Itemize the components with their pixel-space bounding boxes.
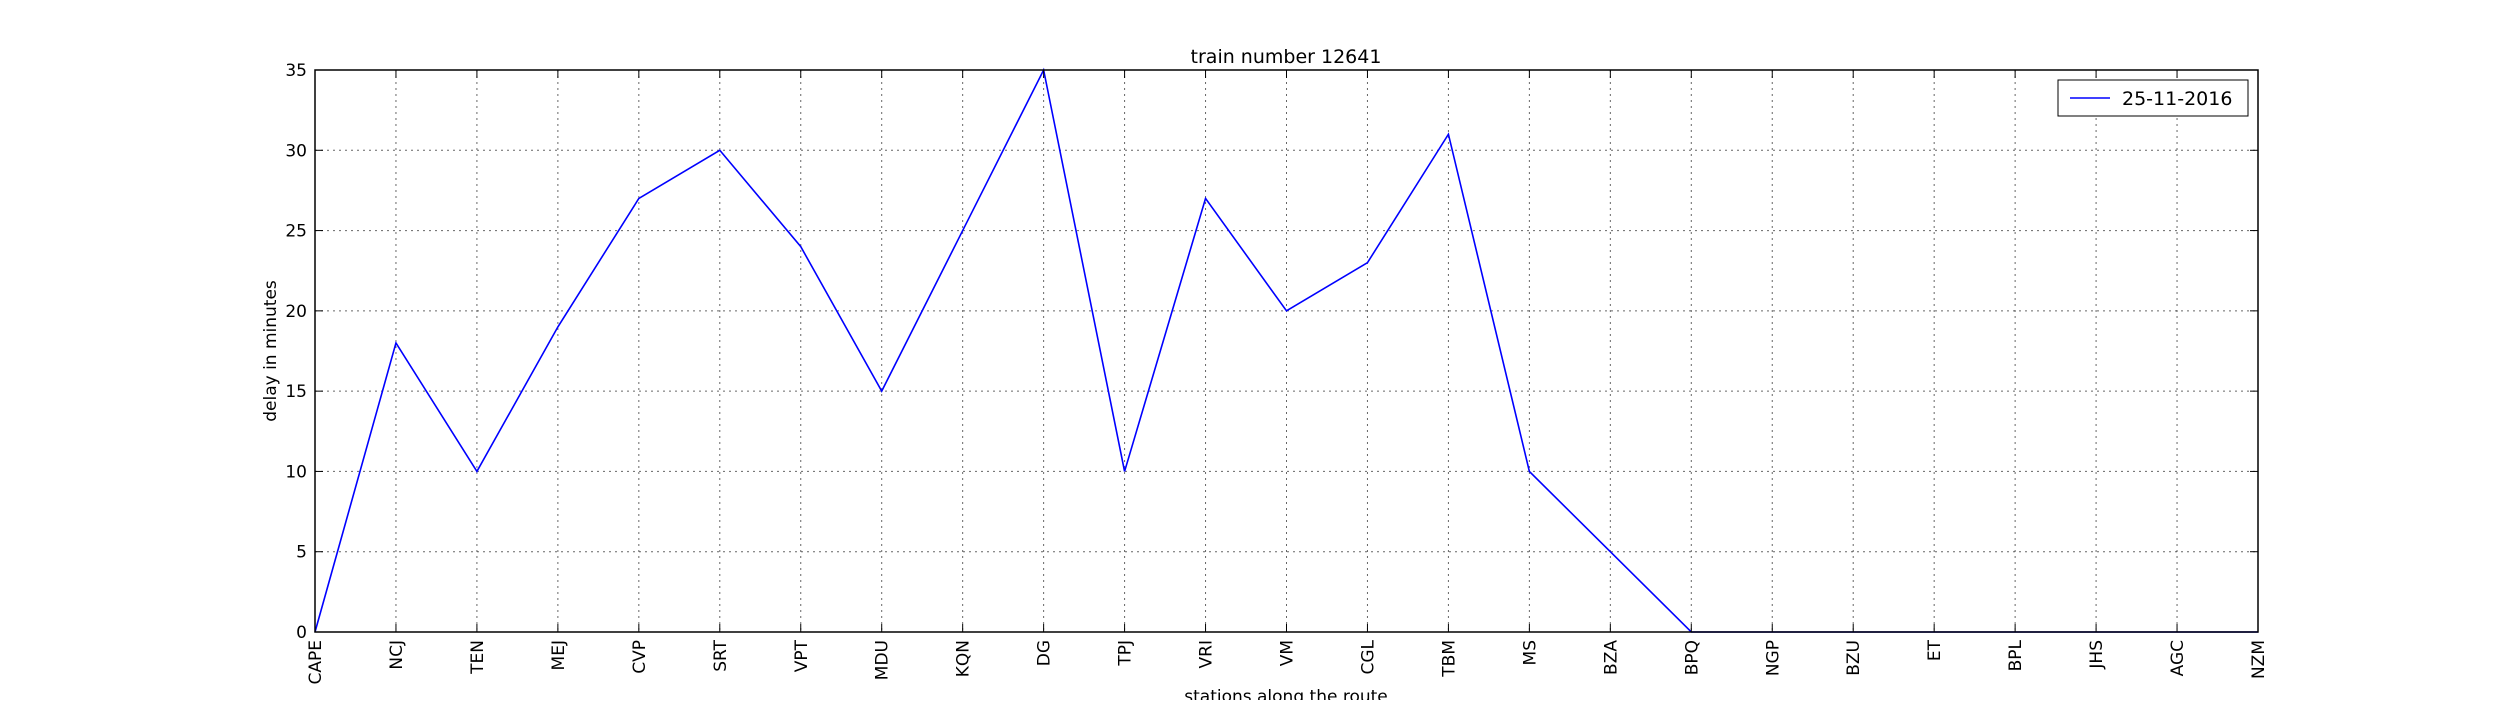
y-tick-label: 10: [285, 462, 307, 482]
y-tick-label: 5: [296, 543, 307, 563]
y-tick-label: 20: [285, 302, 307, 322]
y-tick-label: 15: [285, 382, 307, 402]
y-tick-label: 35: [285, 61, 307, 81]
x-tick-label: BZU: [1844, 640, 1864, 676]
y-tick-label: 25: [285, 222, 307, 242]
x-tick-label: NZM: [2249, 640, 2269, 679]
x-tick-label: NCJ: [387, 640, 407, 670]
x-tick-label: TPJ: [1116, 640, 1136, 667]
x-tick-label: NGP: [1763, 640, 1783, 676]
legend: 25-11-2016: [2057, 79, 2249, 117]
x-tick-label: TBM: [1439, 640, 1459, 678]
x-tick-label: CAPE: [306, 640, 326, 685]
y-tick-label: 0: [296, 623, 307, 643]
x-tick-label: VM: [1278, 640, 1298, 666]
x-tick-label: JHS: [2087, 640, 2107, 670]
x-tick-label: BPQ: [1682, 640, 1702, 675]
x-tick-label: CVP: [630, 640, 650, 674]
x-tick-label: TEN: [468, 640, 488, 675]
x-tick-label: VPT: [792, 639, 812, 672]
x-tick-label: SRT: [711, 639, 731, 671]
x-tick-label: CGL: [1358, 639, 1378, 674]
y-tick-label: 30: [285, 141, 307, 161]
x-tick-label: KQN: [954, 640, 974, 677]
x-axis-label: stations along the route: [1184, 687, 1388, 700]
x-tick-label: ET: [1925, 639, 1945, 661]
x-tick-label: BPL: [2006, 639, 2026, 671]
x-tick-label: MEJ: [549, 640, 569, 670]
x-tick-label: DG: [1035, 640, 1055, 666]
legend-label: 25-11-2016: [2122, 88, 2232, 110]
x-tick-label: MS: [1520, 640, 1540, 665]
x-tick-label: AGC: [2168, 640, 2188, 676]
x-tick-label: BZA: [1601, 640, 1621, 675]
x-tick-label: MDU: [873, 640, 893, 680]
y-axis-ticks: 0 5 10 15 20 25 30 35: [285, 61, 2258, 643]
y-axis-label: delay in minutes: [261, 280, 281, 422]
x-axis-ticks: CAPE NCJ TEN MEJ CVP SRT VPT MDU KQN DG TPJ VRI VM CG…: [306, 70, 2269, 685]
chart-title: train number 12641: [1191, 46, 1382, 68]
grid: [314, 69, 2259, 633]
x-tick-label: VRI: [1197, 640, 1217, 668]
